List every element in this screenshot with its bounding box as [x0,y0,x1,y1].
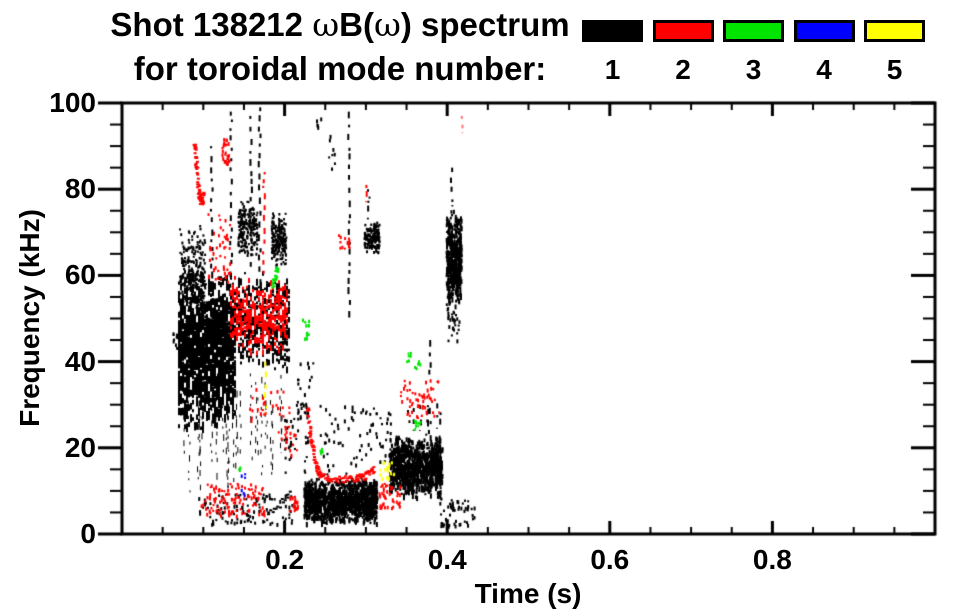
y-tick-label: 0 [80,518,96,549]
y-tick-label: 40 [64,345,96,377]
chart-subtitle: for toroidal mode number: [133,50,547,87]
legend-swatch-5 [864,20,925,42]
x-axis-title: Time (s) [474,578,582,609]
omega-symbol: ω [312,5,340,44]
legend-label-3: 3 [745,54,762,85]
x-tick-label: 0.4 [427,544,467,575]
legend-swatch-2 [652,20,714,42]
y-tick-label: 80 [64,173,96,205]
y-tick-label: 60 [64,259,96,291]
legend-swatch-1 [582,20,643,42]
legend-label-4: 4 [816,54,832,85]
legend-swatch-4 [793,20,855,42]
x-tick-label: 0.2 [265,544,305,575]
omega-symbol: ω [373,5,401,44]
y-tick-label: 100 [49,87,96,118]
x-tick-label: 0.8 [752,544,792,575]
chart-title: Shot 138212 ωB(ω) spectrum [110,5,570,44]
legend-label-2: 2 [675,54,691,85]
y-axis-title: Frequency (kHz) [14,209,45,427]
legend-label-1: 1 [604,54,621,85]
legend-swatch-3 [723,20,784,42]
legend-label-5: 5 [886,54,903,85]
x-tick-label: 0.6 [590,544,630,575]
y-tick-label: 20 [64,431,96,463]
